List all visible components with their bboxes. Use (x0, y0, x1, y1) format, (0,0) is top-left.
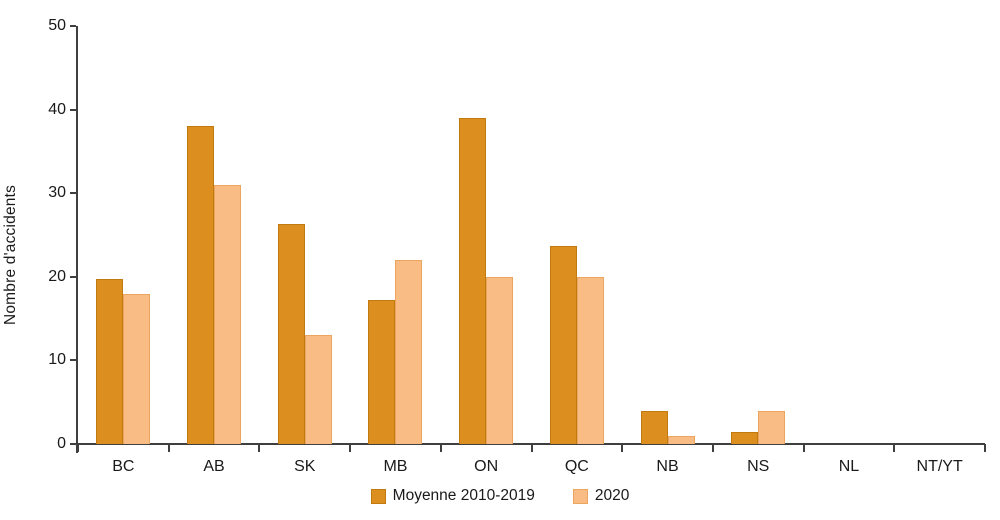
bar-moyenne-ns (731, 432, 759, 444)
x-tick-label-sk: SK (294, 458, 316, 475)
y-tick (70, 192, 76, 195)
y-axis-title: Nombre d'accidents (2, 184, 19, 326)
x-tick-label-nl: NL (838, 458, 860, 475)
y-tick (70, 359, 76, 362)
x-tick-label-ntyt: NT/YT (916, 458, 963, 475)
legend-item-2020: 2020 (572, 487, 630, 505)
x-tick (349, 444, 352, 452)
legend-item-moyenne: Moyenne 2010-2019 (370, 487, 535, 505)
bar-moyenne-bc (96, 279, 124, 444)
x-tick-label-ns: NS (747, 458, 770, 475)
x-tick-label-qc: QC (564, 458, 589, 475)
bar-moyenne-ab (187, 126, 215, 444)
x-tick (893, 444, 896, 452)
y-tick-label: 10 (48, 351, 66, 369)
y-tick-label: 50 (48, 17, 66, 34)
x-tick (984, 444, 986, 452)
bar-moyenne-nb (640, 411, 668, 444)
y-tick-label: 20 (48, 267, 66, 285)
legend-label-moyenne: Moyenne 2010-2019 (392, 487, 535, 504)
bar-2020-qc (576, 276, 604, 444)
legend-swatch-moyenne (370, 488, 386, 504)
bar-moyenne-sk (277, 224, 305, 444)
bar-moyenne-on (459, 117, 487, 444)
y-tick-label: 0 (57, 435, 66, 452)
y-tick (70, 443, 76, 445)
bar-2020-bc (123, 293, 151, 444)
x-tick-label-nb: NB (656, 458, 679, 475)
bar-2020-ab (214, 184, 242, 444)
x-tick-label-ab: AB (203, 458, 225, 475)
y-tick (70, 108, 76, 111)
bar-moyenne-mb (368, 300, 396, 444)
x-tick-label-bc: BC (112, 458, 135, 475)
x-tick-label-on: ON (474, 458, 499, 475)
y-tick (70, 275, 76, 278)
x-tick (167, 444, 170, 452)
legend-swatch-2020 (572, 488, 588, 504)
x-tick (258, 444, 261, 452)
bar-2020-sk (304, 335, 332, 444)
x-tick (439, 444, 442, 452)
y-tick-label: 40 (48, 100, 66, 118)
bar-2020-nb (667, 435, 695, 444)
x-axis-line (70, 443, 985, 445)
legend-label-2020: 2020 (594, 487, 630, 504)
x-tick (802, 444, 805, 452)
bar-2020-on (486, 276, 514, 444)
y-tick-label: 30 (48, 184, 66, 202)
bar-2020-ns (758, 410, 786, 444)
legend: Moyenne 2010-2019 2020 (0, 487, 1000, 505)
x-tick (621, 444, 624, 452)
x-tick (530, 444, 533, 452)
x-tick (77, 444, 79, 452)
y-axis-line (76, 26, 78, 453)
x-tick-label-mb: MB (383, 458, 408, 475)
y-tick (70, 25, 76, 27)
x-tick (711, 444, 714, 452)
bar-moyenne-qc (549, 245, 577, 444)
bar-2020-mb (395, 260, 423, 444)
